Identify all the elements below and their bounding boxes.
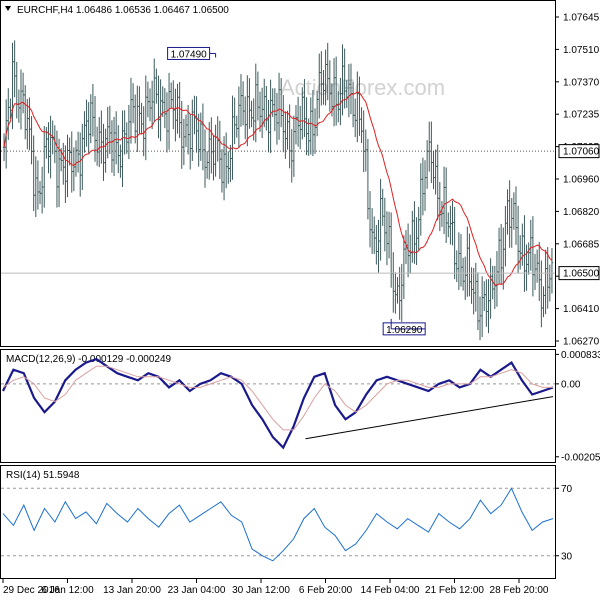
price-panel-frame — [0, 0, 556, 347]
rsi-panel-title: RSI(14) 51.5948 — [6, 470, 80, 481]
y-tick-label: 0.000833 — [561, 350, 600, 361]
price-annotation-label: 1.07490 — [171, 49, 208, 60]
y-tick-label: 1.06270 — [563, 337, 600, 348]
price-annotation-label: 1.06290 — [386, 325, 423, 336]
x-tick-label: 6 Feb 20:00 — [299, 585, 353, 596]
x-tick-label: 30 Jan 12:00 — [232, 585, 290, 596]
y-tick-label: 1.07370 — [563, 77, 600, 88]
macd-series-line — [2, 357, 554, 450]
y-tick-label: 1.07510 — [563, 45, 600, 56]
y-tick-label: 1.07235 — [563, 110, 600, 121]
y-tick-label: 1.06960 — [563, 175, 600, 186]
macd-series-line — [2, 365, 553, 431]
x-tick-label: 6 Jan 12:00 — [41, 585, 94, 596]
macd-trendline — [305, 396, 554, 440]
x-tick-label: 23 Jan 04:00 — [168, 585, 226, 596]
x-tick-label: 21 Feb 12:00 — [425, 585, 484, 596]
y-tick-label: 1.06410 — [563, 304, 600, 315]
watermark: ActionForex.com — [280, 75, 445, 100]
x-tick-label: 29 Dec 2016 — [3, 585, 60, 596]
ohlc-bar — [550, 248, 554, 294]
moving-average — [3, 91, 553, 286]
x-tick-label: 13 Jan 20:00 — [103, 585, 161, 596]
y-tick-label: 70 — [561, 484, 573, 495]
ohlc-bars — [2, 40, 554, 341]
price-panel-title: EURCHF,H4 1.06486 1.06536 1.06467 1.0650… — [17, 5, 229, 16]
y-tick-label: 0.00 — [561, 379, 581, 390]
macd-panel-title: MACD(12,26,9) -0.000129 -0.000249 — [6, 354, 172, 365]
ma-line — [3, 91, 553, 286]
y-tick-label: 30 — [561, 551, 573, 562]
reference-line-label: 1.06500 — [563, 269, 600, 280]
rsi-series-line — [2, 487, 554, 562]
macd-panel-frame — [0, 349, 556, 463]
reference-line-tag: 1.06500 — [558, 266, 600, 281]
reference-line-tag: 1.07060 — [558, 144, 600, 159]
y-tick-label: 1.07645 — [563, 13, 600, 24]
price-annotation: 1.06290 — [382, 318, 426, 336]
rsi-panel-frame — [0, 465, 556, 579]
x-tick-label: 28 Feb 20:00 — [490, 585, 549, 596]
collapse-triangle-icon[interactable] — [5, 6, 11, 11]
y-tick-label: 1.06820 — [563, 207, 600, 218]
y-tick-label: 1.06685 — [563, 239, 600, 250]
x-tick-label: 14 Feb 04:00 — [361, 585, 420, 596]
reference-line-label: 1.07060 — [563, 147, 600, 158]
price-annotation: 1.07490 — [167, 46, 217, 60]
y-tick-label: -0.002059 — [561, 452, 600, 463]
